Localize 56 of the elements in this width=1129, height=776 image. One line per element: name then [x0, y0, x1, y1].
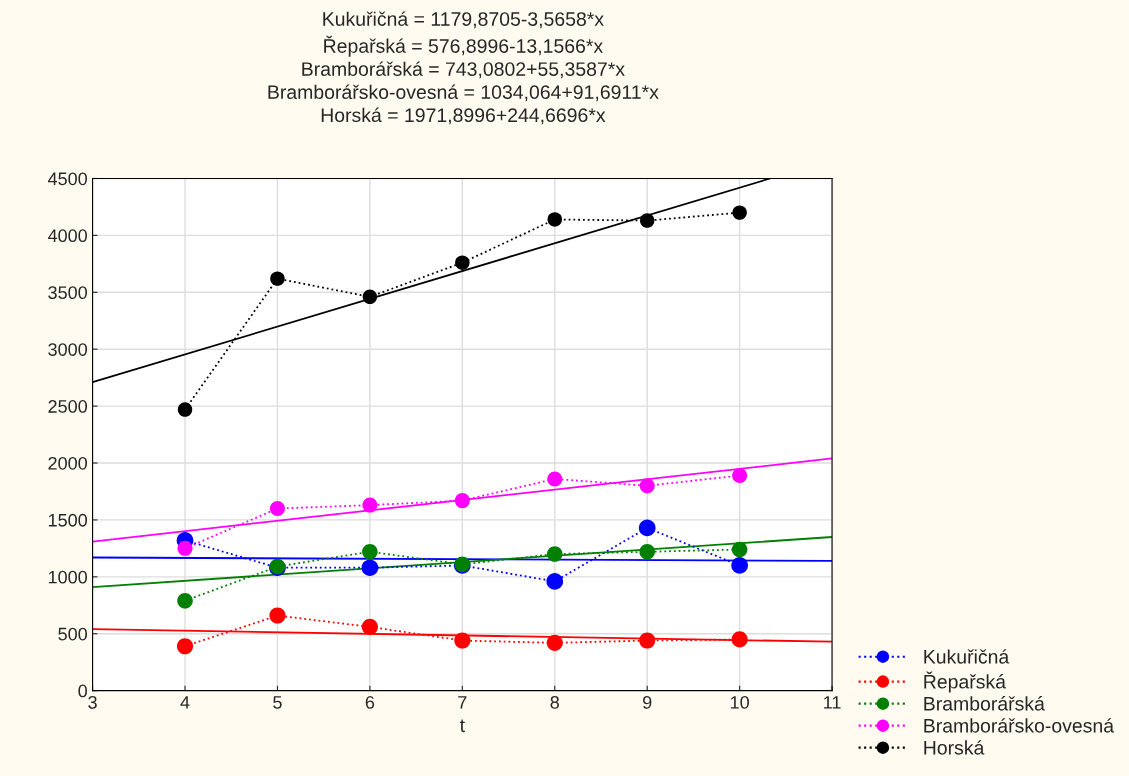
- legend-label: Řepařská: [924, 671, 1006, 693]
- point: [639, 213, 655, 228]
- point: [731, 631, 748, 648]
- point: [546, 546, 563, 562]
- x-tick-label: 6: [365, 695, 375, 709]
- x-tick-label: 7: [458, 696, 467, 709]
- point: [639, 478, 655, 494]
- y-tick-label: 3500: [48, 286, 88, 300]
- legend-label: Horská: [924, 740, 985, 755]
- point: [732, 205, 747, 220]
- point: [546, 573, 564, 590]
- x-tick-label: 5: [273, 696, 282, 709]
- point: [732, 468, 748, 484]
- x-tick-label: 8: [550, 695, 559, 709]
- legend-label: Bramborářsko-ovesná: [924, 718, 1115, 733]
- y-tick-label: 1000: [48, 570, 88, 584]
- y-tick-label: 2500: [48, 400, 88, 413]
- y-tick-label: 3000: [48, 343, 88, 356]
- point: [269, 607, 286, 624]
- point: [177, 402, 193, 417]
- x-tick-label: 11: [824, 696, 841, 709]
- chart-title: Kukuřičná = 1179,8705-3,5658*x Řepařská = 576,8996-13,1566*x Bramborářská = 743,0802+55,3587*x Bramborářsko-ovesná = 1034,064+91,6911*x Horská = 1971,8996+244,6696*x: [268, 11, 659, 125]
- point: [546, 634, 563, 651]
- y-tick-label: 1500: [48, 513, 88, 527]
- point: [177, 540, 193, 556]
- x-tick-label: 4: [180, 696, 190, 709]
- x-tick-label: 9: [643, 695, 652, 709]
- y-tick-label: 4500: [47, 172, 88, 186]
- point: [454, 632, 471, 649]
- point: [177, 592, 193, 609]
- point: [547, 212, 562, 227]
- point: [639, 544, 655, 560]
- point: [176, 638, 194, 655]
- point: [269, 501, 285, 517]
- point: [361, 559, 379, 577]
- legend-label: Bramborářská: [924, 696, 1045, 711]
- point: [455, 255, 470, 270]
- point: [362, 544, 378, 560]
- point: [547, 471, 563, 487]
- legend-label: Kukuřičná: [924, 649, 1010, 664]
- point: [362, 497, 378, 513]
- point: [638, 519, 656, 537]
- point: [731, 557, 748, 574]
- point: [362, 289, 378, 305]
- y-tick-label: 4000: [47, 229, 88, 243]
- x-axis-title: t: [459, 719, 465, 733]
- point: [639, 632, 656, 649]
- point: [454, 493, 470, 509]
- point: [270, 271, 285, 286]
- y-tick-label: 0: [78, 684, 88, 698]
- y-tick-label: 500: [58, 627, 88, 641]
- x-tick-label: 10: [730, 695, 749, 709]
- point: [361, 618, 378, 635]
- point: [731, 541, 748, 558]
- y-tick-label: 2000: [48, 456, 88, 470]
- x-tick-label: 3: [88, 695, 97, 709]
